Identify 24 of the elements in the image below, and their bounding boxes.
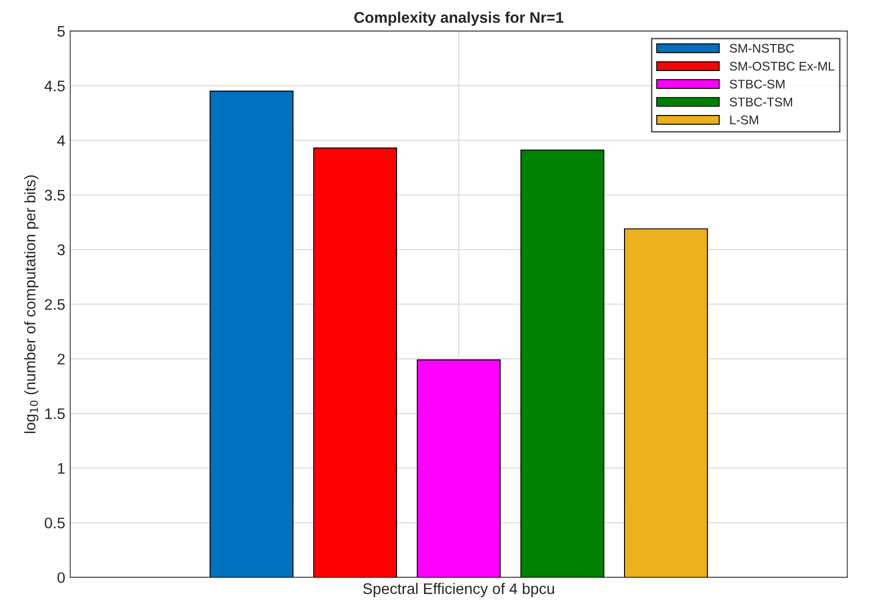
bar: [624, 228, 708, 578]
chart-title: Complexity analysis for Nr=1: [354, 12, 564, 26]
y-tick-label: 1: [58, 463, 65, 474]
legend-label: SM-NSTBC: [730, 44, 794, 53]
bar: [313, 147, 398, 578]
y-tick-label: 5: [57, 26, 65, 37]
y-tick-label: 3: [57, 244, 65, 256]
y-tick-label: 4.5: [44, 80, 65, 92]
y-tick-label: 0.5: [44, 518, 65, 528]
y-tick-label: 0: [57, 572, 65, 584]
y-tick-label: 2: [58, 354, 65, 364]
y-tick-label: 4: [57, 135, 65, 146]
bar: [210, 90, 294, 578]
bar: [416, 359, 501, 578]
legend-label: SM-OSTBC Ex-ML: [730, 62, 834, 71]
y-tick-label: 3.5: [44, 190, 65, 201]
y-axis-title: log$_{10}$ (number of computation per bits): [24, 175, 38, 434]
legend-label: L-SM: [730, 116, 758, 124]
legend-label: STBC-TSM: [730, 98, 792, 106]
y-tick-label: 2.5: [44, 299, 65, 310]
legend-label: STBC-SM: [730, 80, 784, 89]
y-tick-label: 1.5: [45, 408, 65, 420]
x-axis-title: Spectral Efficiency of 4 bpcu: [363, 582, 554, 598]
bar: [520, 150, 604, 578]
